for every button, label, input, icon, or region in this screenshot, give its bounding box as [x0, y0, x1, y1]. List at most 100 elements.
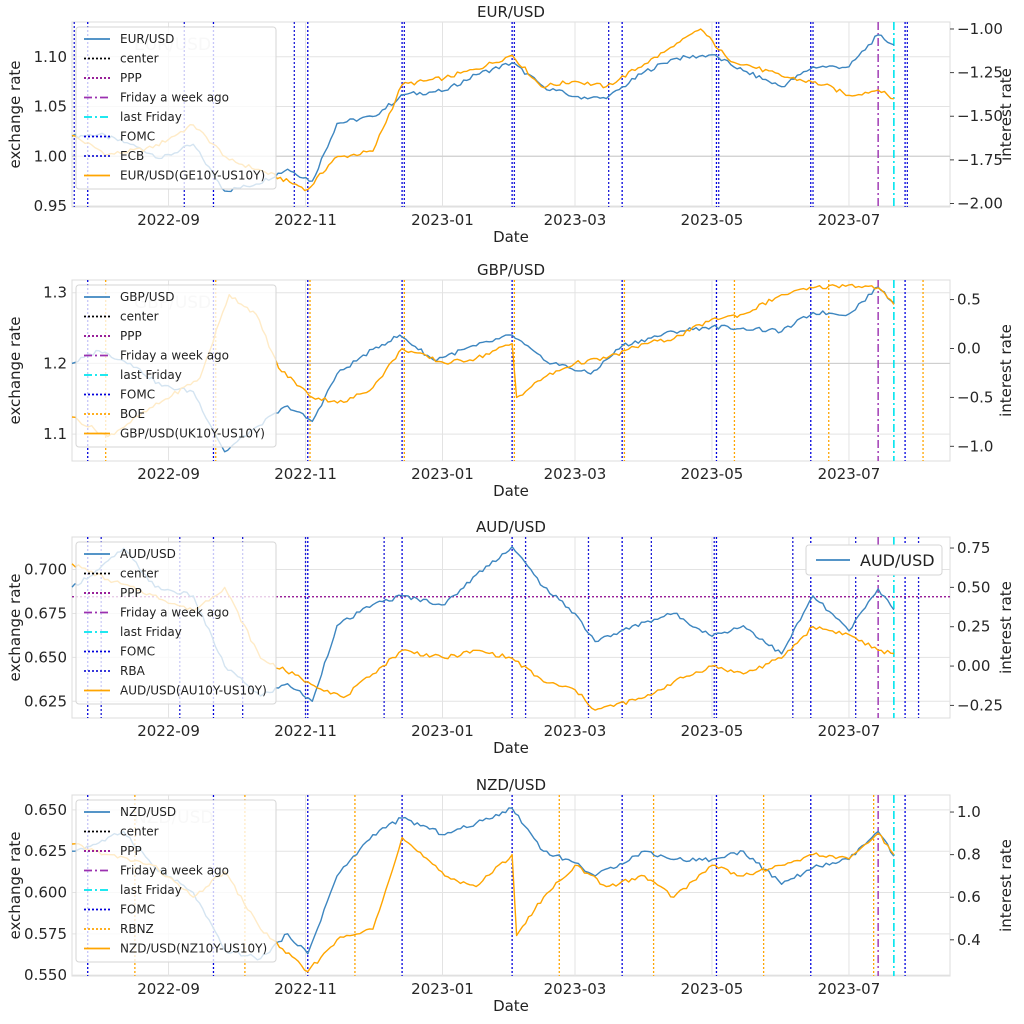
- legend-entry: last Friday: [120, 368, 182, 382]
- chart-title: EUR/USD: [477, 3, 545, 21]
- y2-tick-label: −1.25: [957, 64, 1003, 82]
- x-tick-label: 2023-07: [818, 465, 881, 483]
- y-tick-label: 0.625: [24, 692, 67, 710]
- panel-3: NZD/USD 2022-09 2022-11 2023-01 2023-03 2023-…: [6, 776, 1015, 1015]
- legend-entry: PPP: [120, 586, 142, 600]
- legend-box: [75, 541, 277, 705]
- legend-entry: FOMC: [120, 645, 155, 659]
- y2-tick-label: 0.8: [957, 846, 981, 864]
- y-axis-label: exchange rate: [6, 831, 24, 939]
- y2-tick-label: 0.00: [957, 657, 990, 675]
- legend-entry: RBNZ: [120, 922, 154, 936]
- x-tick-label: 2022-09: [137, 722, 200, 740]
- y2-tick-label: 0.4: [957, 931, 981, 949]
- y-axis-label: exchange rate: [6, 316, 24, 424]
- legend-entry: FOMC: [120, 130, 155, 144]
- legend-entry: center: [120, 310, 159, 324]
- y2-tick-label: −1.50: [957, 107, 1003, 125]
- chart-title: AUD/USD: [476, 518, 546, 536]
- legend-entry: Friday a week ago: [120, 606, 229, 620]
- legend-entry: FOMC: [120, 388, 155, 402]
- legend-entry: PPP: [120, 329, 142, 343]
- y-tick-label: 1.00: [34, 147, 67, 165]
- legend-entry: center: [120, 567, 159, 581]
- y-tick-label: 0.625: [24, 842, 67, 860]
- legend-entry: PPP: [120, 844, 142, 858]
- x-tick-label: 2023-05: [681, 211, 744, 229]
- legend-box: [75, 284, 277, 448]
- legend: EUR/USD center PPP Friday a week ago last Fr…: [75, 26, 277, 190]
- legend-entry: NZD/USD: [120, 805, 176, 819]
- y-tick-label: 1.3: [43, 284, 67, 302]
- legend-entry: EUR/USD: [120, 32, 174, 46]
- y2-tick-label: 0.0: [957, 339, 981, 357]
- x-tick-label: 2022-11: [274, 211, 337, 229]
- chart-title: GBP/USD: [477, 261, 545, 279]
- legend-right: AUD/USD: [805, 544, 943, 576]
- y2-axis-label: interest rate: [997, 581, 1015, 674]
- x-tick-label: 2023-01: [411, 211, 474, 229]
- legend-entry: Friday a week ago: [120, 864, 229, 878]
- x-tick-label: 2023-01: [411, 722, 474, 740]
- y2-tick-label: 0.5: [957, 291, 981, 309]
- x-axis-label: Date: [493, 739, 529, 757]
- x-tick-label: 2022-09: [137, 980, 200, 998]
- x-axis-label: Date: [493, 997, 529, 1015]
- x-tick-label: 2023-03: [544, 465, 607, 483]
- legend-entry: NZD/USD(NZ10Y-US10Y): [120, 942, 267, 956]
- legend-right-box: [805, 544, 943, 576]
- legend-entry: ECB: [120, 149, 144, 163]
- legend-entry: AUD/USD: [860, 551, 935, 570]
- legend-entry: GBP/USD: [120, 290, 174, 304]
- x-tick-label: 2023-05: [681, 465, 744, 483]
- x-tick-label: 2023-01: [411, 465, 474, 483]
- legend-entry: AUD/USD(AU10Y-US10Y): [120, 684, 267, 698]
- y2-tick-label: −1.75: [957, 151, 1003, 169]
- y2-tick-label: −1.00: [957, 20, 1003, 38]
- legend-entry: last Friday: [120, 110, 182, 124]
- y-tick-label: 0.95: [34, 197, 67, 215]
- legend-entry: EUR/USD(GE10Y-US10Y): [120, 169, 265, 183]
- panel-1: GBP/USD 2022-09 2022-11 2023-01 2023-03 2023-…: [6, 261, 1015, 500]
- x-axis-label: Date: [493, 228, 529, 246]
- legend-entry: Friday a week ago: [120, 91, 229, 105]
- legend-entry: RBA: [120, 664, 146, 678]
- x-tick-label: 2022-11: [274, 465, 337, 483]
- y-axis-label: exchange rate: [6, 573, 24, 681]
- x-tick-label: 2023-07: [818, 722, 881, 740]
- chart-title: NZD/USD: [476, 776, 546, 794]
- x-tick-label: 2023-03: [544, 211, 607, 229]
- y-tick-label: 1.1: [43, 425, 67, 443]
- panel-2: AUD/USD 2022-09 2022-11 2023-01 2023-03 2023-…: [6, 518, 1015, 757]
- x-tick-label: 2022-09: [137, 465, 200, 483]
- legend-entry: GBP/USD(UK10Y-US10Y): [120, 427, 265, 441]
- y-axis-label: exchange rate: [6, 60, 24, 168]
- y-tick-label: 0.575: [24, 925, 67, 943]
- x-tick-label: 2023-05: [681, 722, 744, 740]
- legend-entry: center: [120, 52, 159, 66]
- y2-axis-label: interest rate: [997, 324, 1015, 417]
- y-tick-label: 0.650: [24, 801, 67, 819]
- y-tick-label: 0.550: [24, 966, 67, 984]
- legend-box: [75, 26, 277, 190]
- x-tick-label: 2022-09: [137, 211, 200, 229]
- x-tick-label: 2023-03: [544, 722, 607, 740]
- x-tick-label: 2023-01: [411, 980, 474, 998]
- y-tick-label: 0.675: [24, 604, 67, 622]
- y2-tick-label: −0.5: [957, 388, 993, 406]
- legend: NZD/USD center PPP Friday a week ago last Fr…: [75, 799, 277, 963]
- legend-entry: AUD/USD: [120, 547, 176, 561]
- legend-entry: last Friday: [120, 625, 182, 639]
- y2-tick-label: 0.25: [957, 618, 990, 636]
- y2-tick-label: 0.6: [957, 888, 981, 906]
- y-tick-label: 0.650: [24, 648, 67, 666]
- x-tick-label: 2023-03: [544, 980, 607, 998]
- x-tick-label: 2023-07: [818, 980, 881, 998]
- y2-tick-label: 0.50: [957, 578, 990, 596]
- legend-entry: PPP: [120, 71, 142, 85]
- panel-0: EUR/USD 2022-09 2022-11 2023-01 2023-03 2023-…: [6, 3, 1015, 246]
- y2-tick-label: 0.75: [957, 539, 990, 557]
- y2-tick-label: −0.25: [957, 696, 1003, 714]
- y2-axis-label: interest rate: [997, 839, 1015, 932]
